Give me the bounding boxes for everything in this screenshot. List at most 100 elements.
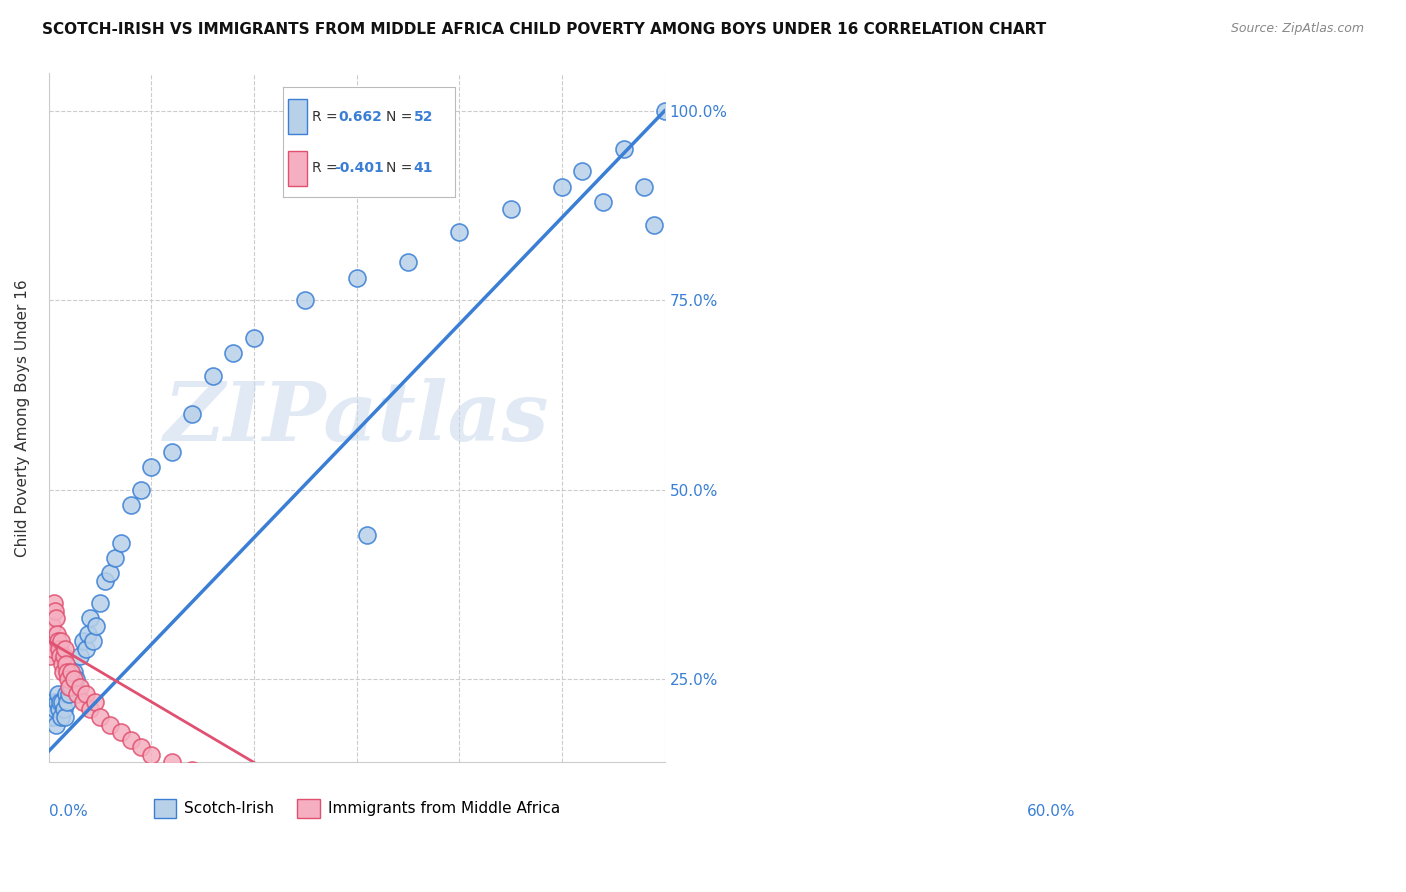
Point [294,293,316,308]
Point [243,331,266,345]
Legend: Scotch-Irish, Immigrants from Middle Africa: Scotch-Irish, Immigrants from Middle Afr… [148,793,565,823]
Point [53,702,76,716]
Text: 0.0%: 0.0% [49,804,87,819]
Point [571,164,593,178]
Point [356,528,378,542]
Point [263,793,285,807]
Point [60,665,83,679]
Point [48,702,70,716]
Point [201,369,224,384]
Point [160,445,183,459]
Point [63,665,86,679]
Point [201,771,224,785]
Point [53,649,76,664]
Point [129,740,152,755]
Point [633,179,655,194]
Point [89,710,111,724]
Point [42,641,65,656]
Point [58,680,80,694]
Point [48,641,70,656]
Point [51,695,73,709]
Point [76,626,98,640]
Point [294,801,316,815]
Point [66,687,89,701]
Point [56,695,79,709]
Text: Source: ZipAtlas.com: Source: ZipAtlas.com [1230,22,1364,36]
Point [55,687,77,701]
Point [58,672,80,686]
Point [60,680,83,694]
Point [643,218,665,232]
Point [58,687,80,701]
Point [39,634,62,648]
Point [243,786,266,800]
Point [94,574,117,588]
Point [46,626,69,640]
Point [45,611,67,625]
Point [49,695,72,709]
Point [41,619,63,633]
Point [98,566,121,580]
Point [89,596,111,610]
Point [72,695,94,709]
Point [181,407,204,421]
Point [46,634,69,648]
Point [110,725,132,739]
Point [63,672,86,686]
Point [46,687,69,701]
Point [84,619,107,633]
Point [42,710,65,724]
Point [49,710,72,724]
Point [44,604,66,618]
Point [45,717,67,731]
Point [38,649,60,664]
Text: SCOTCH-IRISH VS IMMIGRANTS FROM MIDDLE AFRICA CHILD POVERTY AMONG BOYS UNDER 16 : SCOTCH-IRISH VS IMMIGRANTS FROM MIDDLE A… [42,22,1046,37]
Point [612,142,634,156]
Point [592,194,614,209]
Point [120,498,142,512]
Point [53,641,76,656]
Point [53,710,76,724]
Point [69,680,91,694]
Point [46,695,69,709]
Point [75,687,97,701]
Point [51,657,73,671]
Point [104,550,127,565]
Point [49,649,72,664]
Point [82,634,104,648]
Point [141,747,163,762]
Point [49,634,72,648]
Y-axis label: Child Poverty Among Boys Under 16: Child Poverty Among Boys Under 16 [15,279,30,557]
Point [222,346,245,360]
Point [56,665,79,679]
Point [52,665,75,679]
Point [84,695,107,709]
Point [39,710,62,724]
Point [72,634,94,648]
Point [181,763,204,777]
Point [79,702,101,716]
Point [44,702,66,716]
Point [98,717,121,731]
Point [75,641,97,656]
Text: ZIPatlas: ZIPatlas [165,377,550,458]
Point [120,732,142,747]
Point [449,225,471,239]
Point [160,756,183,770]
Point [65,672,87,686]
Point [42,695,65,709]
Text: 60.0%: 60.0% [1026,804,1076,819]
Point [42,596,65,610]
Point [346,270,368,285]
Point [141,459,163,474]
Point [129,483,152,497]
Point [396,255,419,269]
Point [551,179,574,194]
Point [110,535,132,549]
Point [222,778,245,792]
Point [499,202,522,217]
Point [69,649,91,664]
Point [55,657,77,671]
Point [79,611,101,625]
Point [654,103,676,118]
